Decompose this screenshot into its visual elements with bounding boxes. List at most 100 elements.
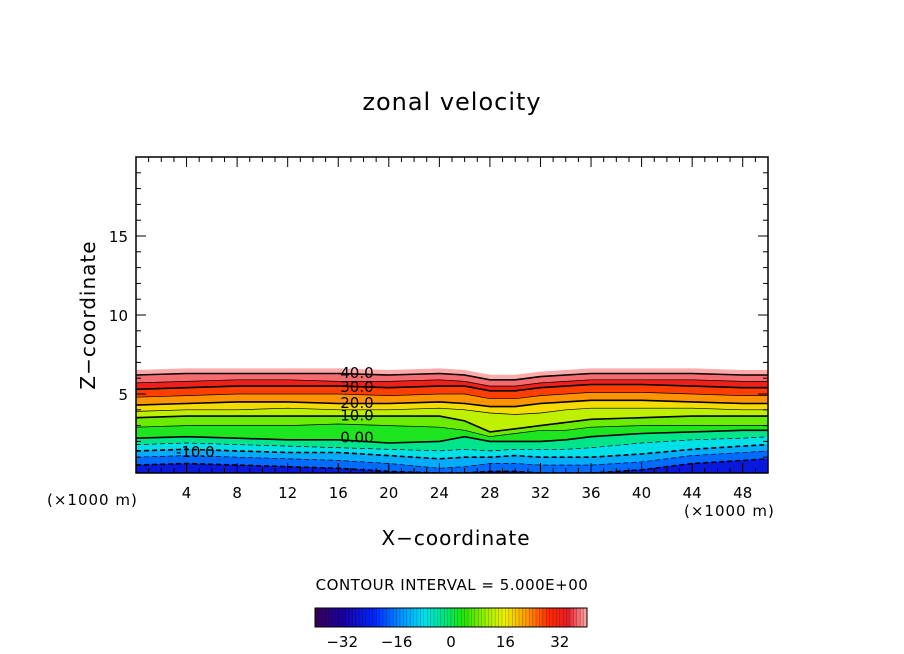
- x-axis-unit-left: (×1000 m): [47, 491, 138, 509]
- x-axis-unit-right: (×1000 m): [684, 502, 775, 520]
- colorbar-cell: [430, 608, 435, 627]
- colorbar-cell: [318, 608, 323, 627]
- y-tick-label: 10: [109, 307, 128, 325]
- colorbar-cell: [376, 608, 380, 627]
- x-tick-label: 48: [733, 484, 752, 502]
- colorbar-cell: [437, 608, 442, 627]
- contour-line: [136, 429, 768, 444]
- contour-label: 0.00: [340, 429, 373, 447]
- colorbar-cell: [536, 608, 540, 627]
- colorbar-cell: [546, 608, 550, 627]
- colorbar-cell: [393, 608, 397, 627]
- colorbar-cell: [444, 608, 448, 627]
- colorbar-cell: [332, 608, 336, 627]
- contour-line: [136, 383, 768, 392]
- contour-lines: [136, 372, 768, 473]
- colorbar-cell: [335, 608, 340, 627]
- x-tick-label: 20: [379, 484, 398, 502]
- colorbar-cell: [359, 608, 363, 627]
- y-axis-label: Z−coordinate: [76, 240, 100, 390]
- colorbar-cell: [386, 608, 391, 627]
- colorbar-tick-label: −16: [381, 633, 413, 651]
- contour-label: 10.0: [340, 407, 373, 425]
- colorbar-cell: [502, 608, 506, 627]
- x-tick-label: 24: [430, 484, 449, 502]
- colorbar-cell: [474, 608, 479, 627]
- colorbar-tick-label: −32: [326, 633, 358, 651]
- colorbar-cell: [515, 608, 520, 627]
- colorbar-cell: [406, 608, 411, 627]
- contour-line: [136, 423, 768, 438]
- x-tick-label: 44: [683, 484, 702, 502]
- colorbar-cell: [417, 608, 421, 627]
- colorbar-tick-label: 16: [496, 633, 515, 651]
- colorbar-cell: [570, 608, 574, 627]
- colorbar-cell: [512, 608, 516, 627]
- x-tick-label: 4: [182, 484, 192, 502]
- colorbar-cell: [396, 608, 401, 627]
- colorbar-frame: [314, 607, 588, 628]
- colorbar-cell: [488, 608, 493, 627]
- contour-line: [136, 443, 768, 460]
- colorbar-cell: [420, 608, 425, 627]
- colorbar-cell: [349, 608, 353, 627]
- colorbar-cell: [366, 608, 370, 627]
- colorbar-cell: [403, 608, 408, 627]
- colorbar-cell: [573, 608, 578, 627]
- contour-labels: 40.030.020.010.0 0.00 -10.0: [176, 364, 374, 461]
- colorbar-cell: [434, 608, 438, 627]
- colorbar-cell: [471, 608, 476, 627]
- colorbar-cell: [355, 608, 360, 627]
- x-tick-label: 8: [232, 484, 242, 502]
- x-tick-label: 40: [632, 484, 651, 502]
- colorbar-cell: [549, 608, 554, 627]
- colorbar-cell: [315, 608, 319, 627]
- colorbar-cell: [372, 608, 377, 627]
- colorbar-cell: [328, 608, 333, 627]
- colorbar-cell: [410, 608, 414, 627]
- colorbar-cell: [495, 608, 499, 627]
- colorbar-cell: [576, 608, 581, 627]
- x-tick-label: 28: [480, 484, 499, 502]
- colorbar-cell: [389, 608, 394, 627]
- contour-label: 30.0: [340, 378, 373, 396]
- colorbar-cell: [539, 608, 544, 627]
- colorbar-cell: [440, 608, 445, 627]
- colorbar-cell: [522, 608, 527, 627]
- chart-title: zonal velocity: [362, 88, 542, 116]
- contour-label: 20.0: [340, 394, 373, 412]
- colorbar-cell: [559, 608, 564, 627]
- colorbar-cell: [553, 608, 557, 627]
- colorbar-cell: [529, 608, 533, 627]
- contour-line: [136, 379, 768, 387]
- colorbar-cell: [379, 608, 384, 627]
- contour-line: [136, 415, 768, 433]
- x-tick-label: 36: [581, 484, 600, 502]
- colorbar-cell: [383, 608, 387, 627]
- contour-line: [136, 399, 768, 408]
- colorbar-cell: [580, 608, 584, 627]
- x-tick-label: 12: [278, 484, 297, 502]
- colorbar-cell: [427, 608, 431, 627]
- colorbar-cell: [478, 608, 482, 627]
- colorbar-cell: [485, 608, 489, 627]
- colorbar-cell: [413, 608, 418, 627]
- colorbar-tick-label: 0: [446, 633, 456, 651]
- colorbar-cell: [342, 608, 346, 627]
- colorbar-cell: [525, 608, 530, 627]
- x-tick-label: 32: [531, 484, 550, 502]
- colorbar-cell: [556, 608, 561, 627]
- y-tick-label: 5: [118, 386, 128, 404]
- colorbar: −32 −16 0 16 32: [314, 607, 588, 651]
- colorbar-cell: [352, 608, 357, 627]
- colorbar-cell: [461, 608, 465, 627]
- colorbar-cell: [508, 608, 513, 627]
- colorbar-cell: [338, 608, 343, 627]
- colorbar-cell: [542, 608, 547, 627]
- colorbar-cell: [498, 608, 503, 627]
- contour-line: [136, 407, 768, 415]
- colorbar-cell: [491, 608, 496, 627]
- contour-interval-label: CONTOUR INTERVAL = 5.000E+00: [315, 576, 589, 594]
- colorbar-cell: [563, 608, 567, 627]
